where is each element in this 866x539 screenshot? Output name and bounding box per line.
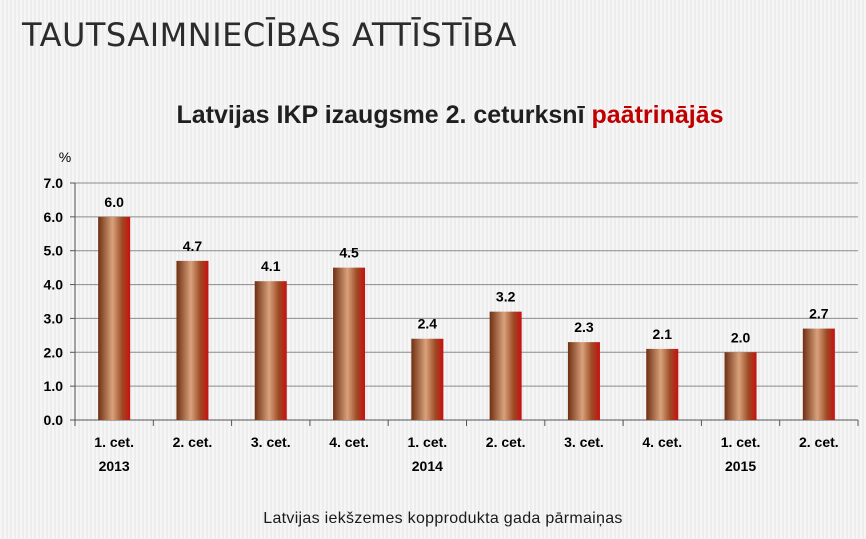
bar (333, 267, 366, 420)
bar (567, 342, 600, 420)
x-tick-label: 1. cet. (721, 434, 761, 450)
y-tick-label: 2.0 (44, 344, 64, 360)
y-tick-label: 4.0 (44, 277, 64, 293)
x-tick-label: 2. cet. (173, 434, 213, 450)
data-label: 3.2 (496, 289, 516, 305)
data-label: 4.1 (261, 258, 281, 274)
bar (254, 281, 287, 420)
x-year-label: 2015 (725, 458, 756, 474)
y-tick-label: 1.0 (44, 378, 64, 394)
data-label: 6.0 (104, 194, 124, 210)
x-tick-label: 1. cet. (94, 434, 134, 450)
data-label: 4.7 (183, 238, 203, 254)
x-tick-label: 2. cet. (799, 434, 839, 450)
y-tick-label: 5.0 (44, 243, 64, 259)
x-year-label: 2013 (99, 458, 130, 474)
x-tick-label: 3. cet. (564, 434, 604, 450)
data-label: 2.0 (731, 329, 751, 345)
bar (802, 328, 835, 420)
x-tick-label: 3. cet. (251, 434, 291, 450)
y-tick-label: 6.0 (44, 209, 64, 225)
x-year-label: 2014 (412, 458, 443, 474)
x-tick-label: 4. cet. (329, 434, 369, 450)
bar (98, 216, 131, 420)
x-tick-label: 4. cet. (642, 434, 682, 450)
data-label: 4.5 (339, 245, 359, 261)
slide-title: TAUTSAIMNIECĪBAS ATTĪSTĪBA (22, 16, 517, 54)
data-label: 2.7 (809, 306, 829, 322)
chart-title: Latvijas IKP izaugsme 2. ceturksnī paātr… (0, 101, 866, 130)
x-tick-label: 1. cet. (407, 434, 447, 450)
bar (724, 352, 757, 420)
y-tick-label: 3.0 (44, 310, 64, 326)
y-tick-label: 7.0 (44, 175, 64, 191)
chart-title-highlight: paātrinājās (591, 101, 724, 129)
data-label: 2.1 (653, 326, 673, 342)
data-label: 2.4 (418, 316, 438, 332)
y-unit-label: % (59, 149, 71, 165)
x-tick-label: 2. cet. (486, 434, 526, 450)
bar (489, 311, 522, 420)
y-tick-label: 0.0 (44, 412, 64, 428)
bar (411, 338, 444, 420)
chart-caption: Latvijas iekšzemes kopprodukta gada pārm… (263, 510, 623, 527)
data-label: 2.3 (574, 319, 594, 335)
chart-title-main: Latvijas IKP izaugsme 2. ceturksnī (176, 101, 592, 129)
bar (646, 348, 679, 420)
bar (176, 260, 209, 420)
